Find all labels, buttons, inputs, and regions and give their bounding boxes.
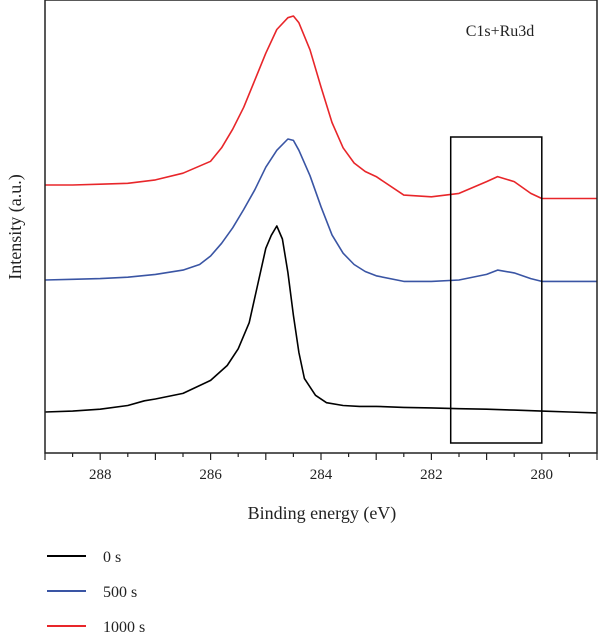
legend-label: 500 s <box>103 584 137 601</box>
legend-label: 1000 s <box>103 619 145 636</box>
legend: 0 s 500 s 1000 s <box>47 549 145 636</box>
x-tick-label: 286 <box>199 467 222 483</box>
x-tick-label: 282 <box>420 467 443 483</box>
highlight-box <box>449 136 543 444</box>
series-lines <box>44 15 598 414</box>
plot-frame <box>44 0 598 454</box>
series-line-1000-s <box>45 15 597 200</box>
x-axis-ticks: 288 286 284 282 280 <box>44 453 598 483</box>
x-tick-label: 284 <box>310 467 333 483</box>
series-line-500-s <box>44 138 597 283</box>
x-tick-label: 288 <box>89 467 112 483</box>
x-tick-label: 280 <box>531 467 554 483</box>
series-line-0-s <box>44 225 598 414</box>
x-axis-title: Binding energy (eV) <box>248 503 397 524</box>
legend-label: 0 s <box>103 549 121 566</box>
y-axis-title: Intensity (a.u.) <box>5 174 26 279</box>
annotation-label: C1s+Ru3d <box>466 23 535 40</box>
